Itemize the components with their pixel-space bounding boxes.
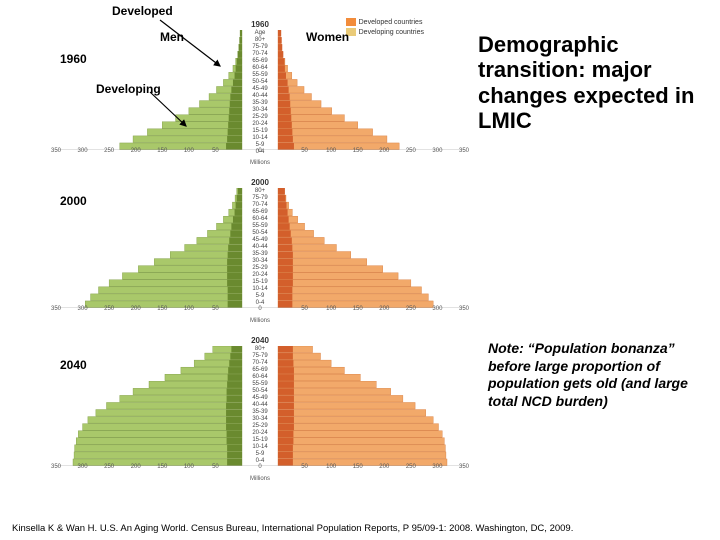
note-text: Note: “Population bonanza” before large …: [488, 340, 703, 410]
annot-developing: Developing: [96, 82, 161, 96]
pyramid-2000: 2000 80+75-7970-7465-6960-6455-5950-5445…: [56, 176, 464, 324]
pyramid-svg-2040: [56, 346, 464, 466]
pyramid-year-label: 2000: [251, 178, 269, 187]
annot-1960: 1960: [60, 52, 87, 66]
pyramid-2040: 2040 80+75-7970-7465-6960-6455-5950-5445…: [56, 334, 464, 482]
slide-root: 1960 Developed countries Developing coun…: [0, 0, 720, 540]
x-axis-2040: 3503002502001501005005010015020025030035…: [56, 464, 464, 474]
annot-2040: 2040: [60, 358, 87, 372]
legend-label-developed: Developed countries: [359, 19, 423, 26]
pyramid-year-label: 2040: [251, 336, 269, 345]
pyramid-year-label: 1960: [251, 20, 269, 29]
annot-women: Women: [306, 30, 349, 44]
slide-title: Demographic transition: major changes ex…: [478, 32, 708, 133]
legend-swatch-developed: [346, 18, 356, 26]
annot-men: Men: [160, 30, 184, 44]
annot-developed: Developed: [112, 4, 173, 18]
annot-2000: 2000: [60, 194, 87, 208]
citation: Kinsella K & Wan H. U.S. An Aging World.…: [12, 523, 573, 534]
x-axis-2000: 3503002502001501005005010015020025030035…: [56, 306, 464, 316]
pyramid-svg-2000: [56, 188, 464, 308]
x-axis-1960: 3503002502001501005005010015020025030035…: [56, 148, 464, 158]
